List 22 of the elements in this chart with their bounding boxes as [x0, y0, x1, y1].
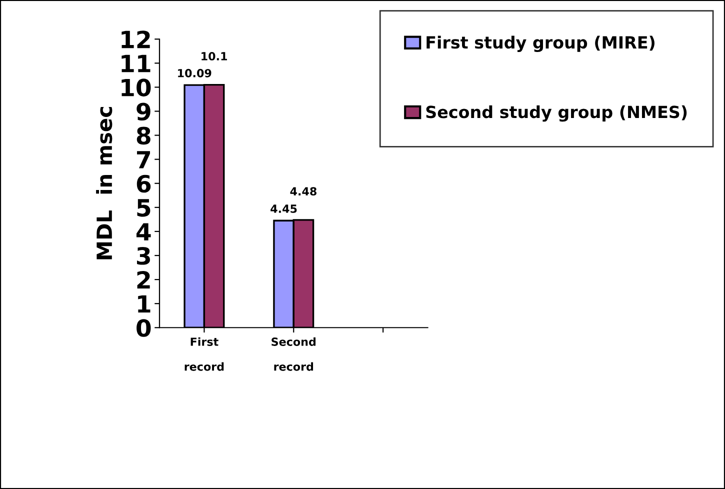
y-tick-label: 4	[136, 223, 151, 240]
category-label: First record	[184, 337, 224, 371]
data-label: 10.1	[202, 52, 227, 60]
data-label: 4.48	[290, 187, 316, 196]
y-tick-label: 6	[136, 174, 151, 193]
y-axis-title: MDL in msec	[96, 106, 112, 260]
y-tick-label: 9	[136, 102, 150, 121]
y-tick-label: 0	[136, 319, 151, 337]
y-tick-label: 2	[137, 270, 150, 289]
y-tick-label: 7	[137, 151, 150, 168]
legend-label: First study group (MIRE)	[426, 36, 654, 52]
y-tick-label: 12	[122, 30, 150, 48]
category-label: Second record	[272, 337, 316, 371]
y-tick-label: 10	[122, 78, 151, 97]
y-tick-label: 3	[137, 246, 150, 265]
y-tick-label: 11	[122, 54, 150, 72]
data-label: 4.45	[270, 204, 297, 213]
data-label: 10.09	[178, 68, 212, 78]
legend-label: Second study group (NMES)	[426, 105, 687, 122]
y-tick-label: 5	[137, 199, 150, 217]
y-tick-label: 1	[138, 295, 150, 313]
y-tick-label: 8	[136, 126, 150, 145]
